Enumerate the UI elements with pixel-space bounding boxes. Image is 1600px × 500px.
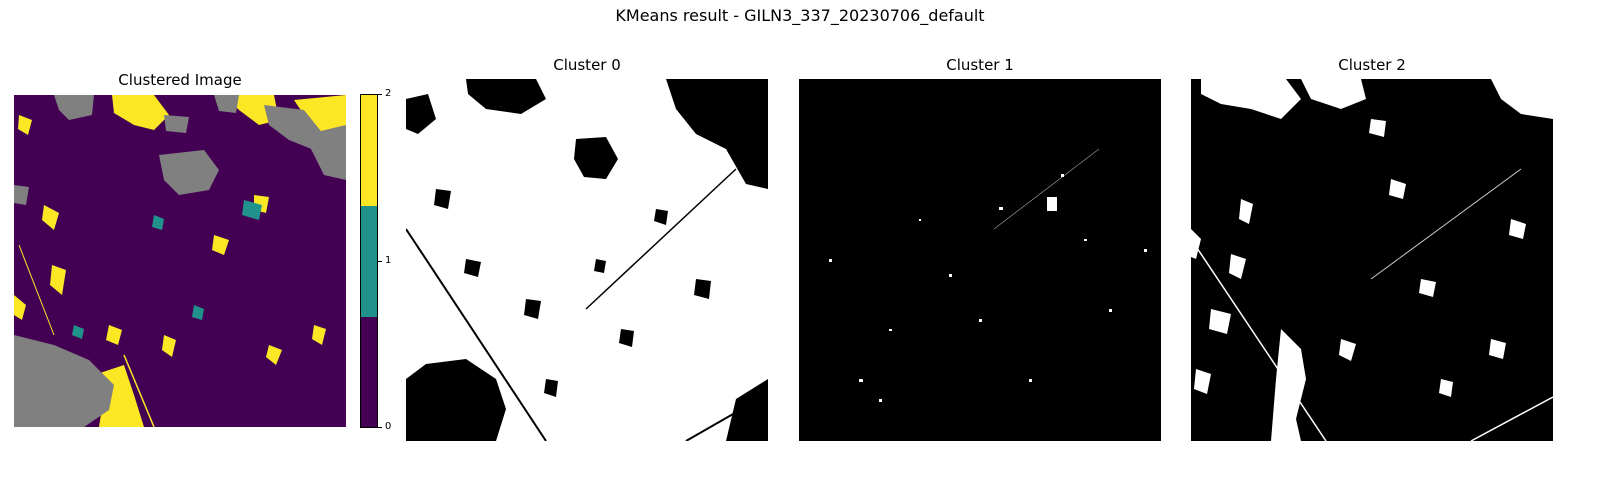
colorbar-segment-1 xyxy=(361,206,377,317)
colorbar-tick xyxy=(378,94,382,95)
colorbar-tick-label: 0 xyxy=(385,421,392,432)
cluster-0-plot xyxy=(406,79,768,441)
colorbar-segment-2 xyxy=(361,95,377,206)
cluster-1-plot xyxy=(799,79,1161,441)
colorbar-tick xyxy=(378,261,382,262)
background xyxy=(1191,79,1553,441)
colorbar-tick-label: 1 xyxy=(385,255,392,266)
background xyxy=(799,79,1161,441)
clustered-image-title: Clustered Image xyxy=(118,71,242,89)
cluster-1-title: Cluster 1 xyxy=(946,56,1014,74)
colorbar xyxy=(360,94,378,428)
cluster-1-light-specks xyxy=(829,174,1147,402)
colorbar-tick xyxy=(378,427,382,428)
cluster-0-dark-regions xyxy=(406,79,768,441)
cluster-2-title: Cluster 2 xyxy=(1338,56,1406,74)
cluster-0-title: Cluster 0 xyxy=(553,56,621,74)
colorbar-tick-label: 2 xyxy=(385,88,392,99)
cluster-2-light-regions xyxy=(1191,79,1553,441)
teal-regions xyxy=(72,200,262,339)
figure-title: KMeans result - GILN3_337_20230706_defau… xyxy=(615,6,985,25)
clustered-image-plot xyxy=(14,95,346,427)
colorbar-segment-0 xyxy=(361,317,377,427)
masked-regions xyxy=(14,95,346,427)
cluster-2-plot xyxy=(1191,79,1553,441)
